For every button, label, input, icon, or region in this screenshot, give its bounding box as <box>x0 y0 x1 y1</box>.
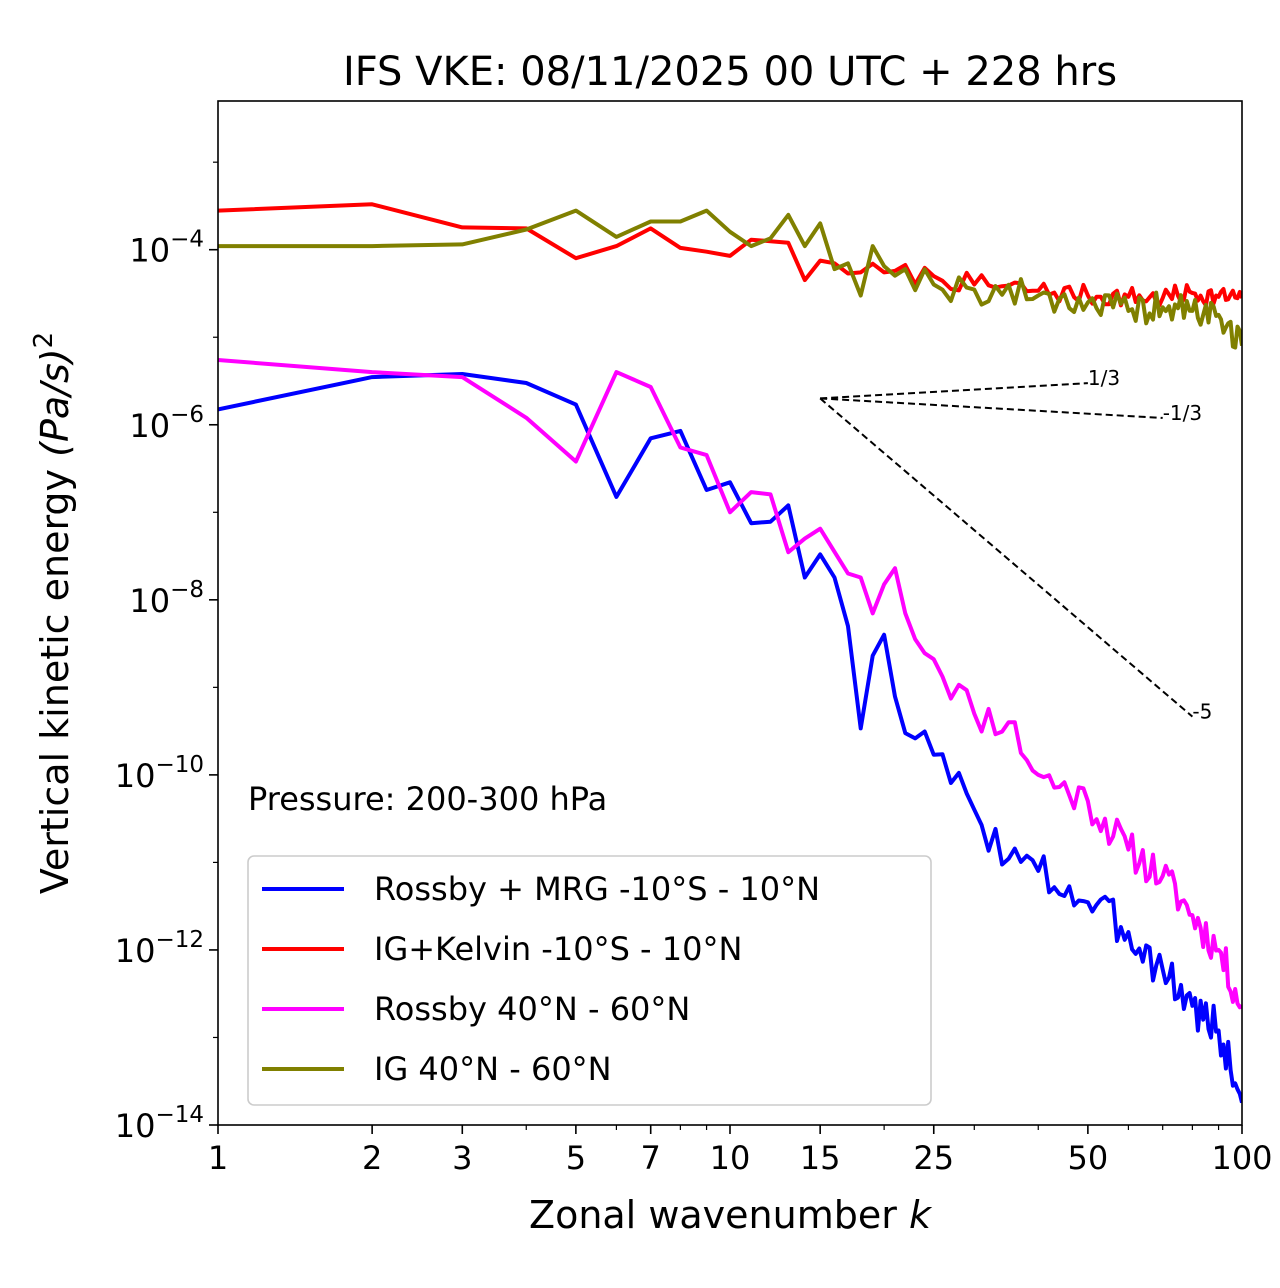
x-axis-label-variable: k <box>909 1193 933 1237</box>
series-line-3 <box>218 208 1242 350</box>
reference-line-label: -5 <box>1192 700 1212 724</box>
y-tick-label: 10−14 <box>115 1102 204 1145</box>
x-tick-label: 3 <box>452 1139 472 1177</box>
x-axis-label: Zonal wavenumber k <box>529 1193 933 1237</box>
reference-line <box>819 397 1194 718</box>
reference-line-label: 1/3 <box>1088 366 1120 390</box>
legend-items: Rossby + MRG -10°S - 10°N IG+Kelvin -10°S… <box>262 870 820 1088</box>
series-line-2 <box>218 358 1242 1010</box>
legend-label: Rossby 40°N - 60°N <box>374 990 690 1028</box>
legend-label: IG 40°N - 60°N <box>374 1050 612 1088</box>
reference-line-label: -1/3 <box>1163 401 1202 425</box>
y-axis-label-unit: (Pa/s) <box>33 348 77 456</box>
x-tick-label: 7 <box>641 1139 661 1177</box>
y-axis-label-exponent: 2 <box>29 332 59 349</box>
y-axis-label-text: Vertical kinetic energy <box>33 469 77 894</box>
legend-label: IG+Kelvin -10°S - 10°N <box>374 930 742 968</box>
legend-frame <box>247 855 932 1106</box>
chart-title: IFS VKE: 08/11/2025 00 UTC + 228 hrs <box>343 49 1117 95</box>
reference-lines <box>819 382 1194 718</box>
y-axis-label: Vertical kinetic energy (Pa/s)2 <box>29 332 77 894</box>
series-line-0 <box>218 372 1242 1104</box>
series-layer <box>218 202 1242 1104</box>
series-line-1 <box>218 202 1242 308</box>
y-tick-label: 10−12 <box>115 927 204 970</box>
x-tick-label: 100 <box>1211 1139 1272 1177</box>
reference-line <box>820 382 1088 400</box>
reference-line <box>820 397 1163 419</box>
x-tick-label: 5 <box>566 1139 586 1177</box>
legend: Rossby + MRG -10°S - 10°N IG+Kelvin -10°S… <box>247 855 932 1106</box>
x-tick-label: 25 <box>913 1139 954 1177</box>
y-tick-label: 10−6 <box>129 402 204 445</box>
legend-label: Rossby + MRG -10°S - 10°N <box>374 870 820 908</box>
y-axis: 10−4 10−6 10−8 10−10 10−12 10−14 <box>115 161 218 1145</box>
y-tick-label: 10−10 <box>115 752 204 795</box>
y-tick-label: 10−8 <box>129 577 204 620</box>
x-axis: 1 2 3 5 7 10 15 25 50 100 <box>208 1125 1273 1177</box>
reference-labels: 1/3 -1/3 -5 <box>1088 366 1212 723</box>
x-tick-label: 1 <box>208 1139 228 1177</box>
pressure-annotation: Pressure: 200-300 hPa <box>248 780 607 818</box>
x-tick-label: 15 <box>800 1139 841 1177</box>
x-axis-label-text: Zonal wavenumber <box>529 1193 897 1237</box>
y-tick-label: 10−4 <box>129 227 204 270</box>
x-tick-label: 50 <box>1068 1139 1109 1177</box>
x-tick-label: 10 <box>710 1139 751 1177</box>
x-tick-label: 2 <box>362 1139 382 1177</box>
